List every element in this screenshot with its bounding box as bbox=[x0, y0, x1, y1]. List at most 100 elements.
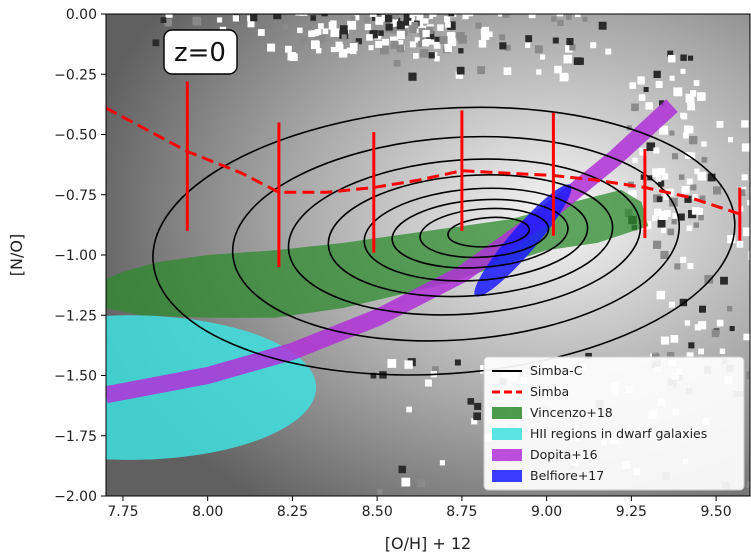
density-cell bbox=[217, 17, 223, 23]
density-cell bbox=[566, 14, 572, 20]
density-cell bbox=[316, 48, 322, 54]
density-cell bbox=[165, 14, 173, 18]
density-cell bbox=[590, 42, 597, 49]
density-cell bbox=[249, 0, 254, 1]
density-cell bbox=[669, 130, 675, 136]
density-cell bbox=[258, 0, 267, 7]
contour-level bbox=[152, 106, 736, 376]
density-cell bbox=[414, 37, 420, 43]
contour-level bbox=[363, 187, 589, 282]
density-cell bbox=[667, 50, 674, 57]
density-cell bbox=[502, 14, 510, 18]
density-cell bbox=[369, 14, 377, 17]
y-tick-label: −2.00 bbox=[54, 489, 97, 505]
y-tick-label: −0.25 bbox=[54, 67, 97, 83]
y-tick-label: −0.75 bbox=[54, 188, 97, 204]
density-cell bbox=[671, 219, 677, 225]
density-cell bbox=[689, 136, 698, 145]
density-cell bbox=[391, 14, 399, 20]
density-cell bbox=[701, 141, 707, 147]
density-cell bbox=[699, 195, 706, 202]
x-tick-label: 8.75 bbox=[446, 504, 477, 520]
density-cell bbox=[390, 36, 398, 45]
density-cell bbox=[387, 359, 397, 368]
density-cell bbox=[213, 2, 221, 10]
density-cell bbox=[326, 2, 334, 10]
legend-label: Simba-C bbox=[530, 363, 583, 378]
density-cell bbox=[409, 41, 416, 48]
density-cell bbox=[686, 178, 693, 185]
density-cell bbox=[437, 5, 444, 12]
density-cell bbox=[598, 21, 607, 30]
density-cell bbox=[354, 15, 360, 21]
density-cell bbox=[525, 42, 531, 48]
density-cell bbox=[467, 14, 474, 17]
density-cell bbox=[678, 174, 685, 180]
density-cell bbox=[413, 53, 419, 59]
belfiore17-region bbox=[474, 184, 572, 297]
legend-label: Belfiore+17 bbox=[530, 468, 604, 483]
density-cell bbox=[321, 14, 328, 17]
density-cell bbox=[566, 38, 574, 46]
density-cell bbox=[729, 326, 735, 332]
density-cell bbox=[310, 30, 317, 37]
density-cell bbox=[677, 213, 685, 221]
density-cell bbox=[667, 228, 675, 236]
density-cell bbox=[563, 54, 572, 64]
density-cell bbox=[444, 16, 451, 23]
density-cell bbox=[419, 49, 429, 58]
density-cell bbox=[736, 241, 744, 248]
density-cell bbox=[439, 460, 445, 466]
density-cell bbox=[157, 3, 165, 11]
density-cell bbox=[728, 137, 734, 143]
density-cell bbox=[416, 14, 423, 21]
density-cell bbox=[582, 16, 588, 22]
density-cell bbox=[658, 168, 666, 176]
density-cell bbox=[536, 69, 542, 75]
density-cell bbox=[656, 196, 663, 202]
y-tick-label: −0.50 bbox=[54, 128, 97, 144]
density-cell bbox=[743, 333, 750, 341]
density-cell bbox=[540, 54, 546, 60]
legend-label: Simba bbox=[530, 384, 569, 399]
density-cell bbox=[161, 0, 166, 4]
density-cell bbox=[410, 14, 420, 17]
density-cell bbox=[704, 275, 714, 284]
density-cell bbox=[390, 27, 397, 34]
density-cell bbox=[487, 31, 493, 38]
contour-level bbox=[287, 158, 642, 316]
density-cell bbox=[455, 71, 464, 79]
density-cell bbox=[697, 171, 707, 181]
density-cell bbox=[646, 142, 656, 151]
density-cell bbox=[328, 21, 337, 30]
dopita16-band bbox=[106, 99, 678, 404]
density-cell bbox=[267, 43, 276, 52]
density-cell bbox=[680, 112, 686, 118]
density-cell bbox=[426, 31, 435, 40]
density-cell bbox=[672, 212, 679, 219]
density-cell bbox=[687, 102, 695, 111]
density-cell bbox=[693, 80, 700, 86]
x-tick-label: 9.00 bbox=[531, 504, 562, 520]
density-cell bbox=[341, 34, 347, 40]
density-cell bbox=[390, 40, 399, 49]
contour-level bbox=[391, 198, 569, 269]
density-cell bbox=[563, 74, 569, 80]
density-cell bbox=[396, 39, 404, 47]
density-cell bbox=[499, 34, 506, 41]
density-cell bbox=[448, 38, 457, 47]
density-cell bbox=[673, 87, 683, 97]
density-cell bbox=[573, 57, 582, 65]
density-cell bbox=[686, 225, 693, 232]
density-cell bbox=[408, 72, 417, 81]
density-cell bbox=[160, 17, 167, 23]
density-cell bbox=[684, 195, 692, 203]
density-cell bbox=[741, 120, 749, 128]
density-cell bbox=[408, 17, 415, 25]
density-cell bbox=[713, 186, 722, 195]
density-cell bbox=[250, 14, 258, 22]
density-cell bbox=[417, 479, 426, 487]
density-cell bbox=[382, 38, 389, 46]
density-cell bbox=[375, 16, 384, 25]
density-cell bbox=[687, 263, 694, 270]
